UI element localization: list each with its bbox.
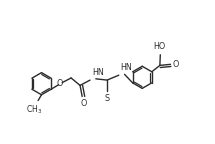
Text: S: S [104, 94, 110, 103]
Text: O: O [57, 79, 63, 88]
Text: O: O [172, 60, 179, 69]
Text: CH$_3$: CH$_3$ [26, 103, 43, 116]
Text: HO: HO [153, 42, 165, 51]
Text: O: O [81, 99, 87, 108]
Text: HN: HN [92, 68, 104, 77]
Text: HN: HN [120, 63, 132, 72]
